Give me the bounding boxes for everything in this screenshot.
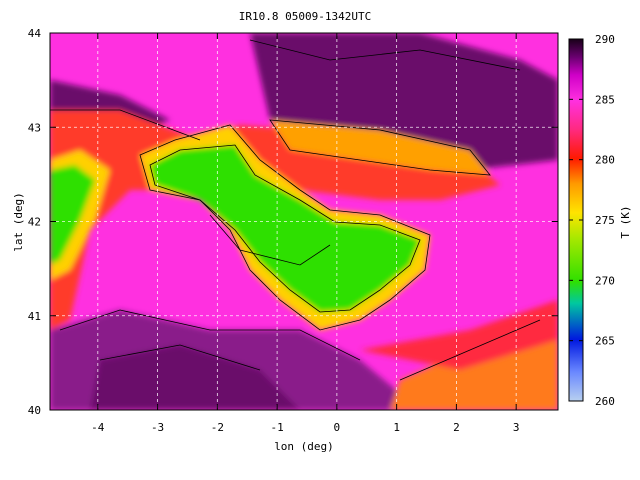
colorbar-tick-label: 270 bbox=[595, 274, 615, 287]
y-tick-label: 41 bbox=[28, 310, 41, 323]
region-orange-band bbox=[270, 120, 490, 175]
region-dark-south-2 bbox=[90, 345, 300, 410]
y-axis: 40 41 42 43 44 bbox=[28, 27, 558, 417]
grid bbox=[50, 33, 558, 410]
y-tick-label: 42 bbox=[28, 216, 41, 229]
colorbar-tick-label: 280 bbox=[595, 154, 615, 167]
x-axis-title: lon (deg) bbox=[274, 440, 334, 453]
x-tick-label: 3 bbox=[513, 421, 520, 434]
x-tick-label: -3 bbox=[151, 421, 164, 434]
heatmap-plot bbox=[50, 33, 558, 410]
x-tick-label: -4 bbox=[91, 421, 105, 434]
x-tick-label: 1 bbox=[393, 421, 400, 434]
y-axis-title: lat (deg) bbox=[12, 192, 25, 252]
y-tick-label: 40 bbox=[28, 404, 41, 417]
region-cold-cloud-west-core bbox=[50, 165, 95, 265]
x-tick-label: 0 bbox=[334, 421, 341, 434]
colorbar-tick-label: 260 bbox=[595, 395, 615, 408]
colorbar-tick-label: 275 bbox=[595, 214, 615, 227]
x-axis: -4 -3 -2 -1 0 1 2 3 bbox=[91, 33, 519, 434]
colorbar-tick-label: 265 bbox=[595, 335, 615, 348]
chart-title: IR10.8 05009-1342UTC bbox=[239, 10, 371, 23]
x-tick-label: 2 bbox=[453, 421, 460, 434]
colorbar-label: T (K) bbox=[619, 205, 632, 238]
colorbar-ticks: 260 265 270 275 280 285 290 bbox=[569, 33, 615, 408]
region-warm-southeast-2 bbox=[360, 300, 558, 370]
region-cold-cloud-main bbox=[150, 145, 420, 312]
contour-lines bbox=[50, 39, 541, 381]
colorbar-tick-label: 290 bbox=[595, 33, 615, 46]
colorbar-tick-label: 285 bbox=[595, 93, 615, 106]
y-tick-label: 43 bbox=[28, 121, 41, 134]
x-tick-label: -2 bbox=[211, 421, 224, 434]
x-tick-label: -1 bbox=[270, 421, 283, 434]
y-tick-label: 44 bbox=[28, 27, 42, 40]
